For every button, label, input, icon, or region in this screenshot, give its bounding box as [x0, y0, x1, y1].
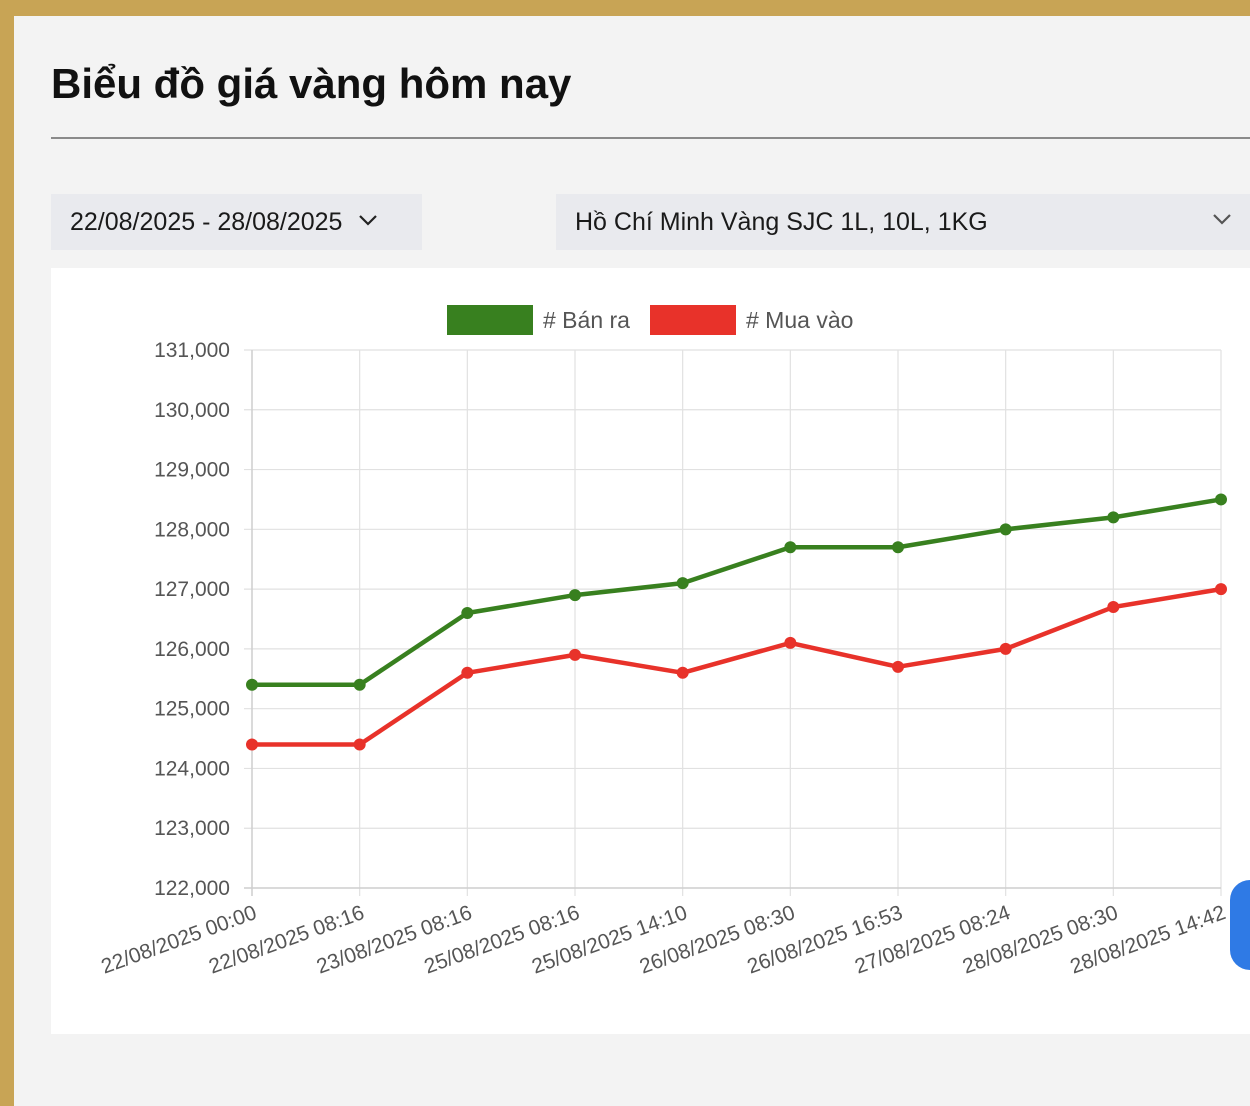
data-point-series-0[interactable] [353, 678, 366, 691]
data-point-series-0[interactable] [246, 678, 258, 691]
series-line-1 [252, 586, 1222, 747]
chart-panel: Biểu đồ giá vàng hôm nay 22/08/2025 - 28… [14, 16, 1250, 1106]
y-tick-label: 128,000 [154, 518, 230, 541]
price-line-chart: 131,000 130,000 129,000 128,000 127,000 126,0… [98, 305, 1229, 979]
legend-swatch-0[interactable] [447, 305, 533, 335]
y-tick-label: 126,000 [154, 638, 230, 661]
data-point-series-1[interactable] [569, 648, 581, 661]
data-point-series-0[interactable] [999, 523, 1012, 536]
data-point-series-0[interactable] [569, 589, 581, 602]
data-point-series-0[interactable] [461, 607, 474, 620]
date-range-select[interactable]: 22/08/2025 - 28/08/2025 [51, 194, 422, 250]
chart-container: 131,000 130,000 129,000 128,000 127,000 126,0… [51, 268, 1250, 1034]
product-select[interactable]: Hồ Chí Minh Vàng SJC 1L, 10L, 1KG [556, 194, 1250, 250]
y-tick-label: 124,000 [154, 757, 230, 780]
product-label: Hồ Chí Minh Vàng SJC 1L, 10L, 1KG [575, 207, 988, 236]
y-tick-label: 123,000 [154, 817, 230, 840]
chart-grid [244, 349, 1222, 896]
y-tick-label: 127,000 [154, 578, 230, 601]
data-point-series-0[interactable] [1215, 493, 1227, 506]
data-point-series-1[interactable] [1215, 583, 1227, 596]
y-tick-label: 130,000 [154, 399, 230, 422]
data-point-series-1[interactable] [353, 738, 366, 751]
chevron-down-icon [1212, 212, 1232, 230]
data-point-series-0[interactable] [784, 541, 797, 554]
series-line-0 [252, 497, 1222, 688]
legend-swatch-1[interactable] [650, 305, 736, 335]
y-tick-label: 122,000 [154, 877, 230, 900]
y-tick-label: 125,000 [154, 698, 230, 721]
chart-series [246, 493, 1227, 751]
data-point-series-1[interactable] [676, 666, 689, 679]
y-tick-label: 129,000 [154, 459, 230, 482]
chart-legend: # Bán ra # Mua vào [447, 305, 853, 335]
page-title: Biểu đồ giá vàng hôm nay [51, 60, 572, 107]
data-point-series-0[interactable] [676, 577, 689, 590]
title-divider [51, 137, 1250, 139]
data-point-series-0[interactable] [1107, 511, 1120, 524]
data-point-series-1[interactable] [999, 642, 1012, 655]
data-point-series-1[interactable] [1107, 601, 1120, 614]
y-axis-ticks: 131,000 130,000 129,000 128,000 127,000 126,0… [154, 339, 230, 900]
data-point-series-1[interactable] [784, 636, 797, 649]
y-tick-label: 131,000 [154, 339, 230, 362]
data-point-series-1[interactable] [892, 660, 904, 673]
data-point-series-0[interactable] [892, 541, 904, 554]
date-range-label: 22/08/2025 - 28/08/2025 [70, 207, 343, 236]
data-point-series-1[interactable] [461, 666, 474, 679]
floating-action-button[interactable] [1230, 880, 1250, 970]
legend-label-0[interactable]: # Bán ra [543, 307, 630, 333]
legend-label-1[interactable]: # Mua vào [746, 307, 853, 333]
data-point-series-1[interactable] [246, 738, 258, 751]
chevron-down-icon [358, 213, 378, 231]
